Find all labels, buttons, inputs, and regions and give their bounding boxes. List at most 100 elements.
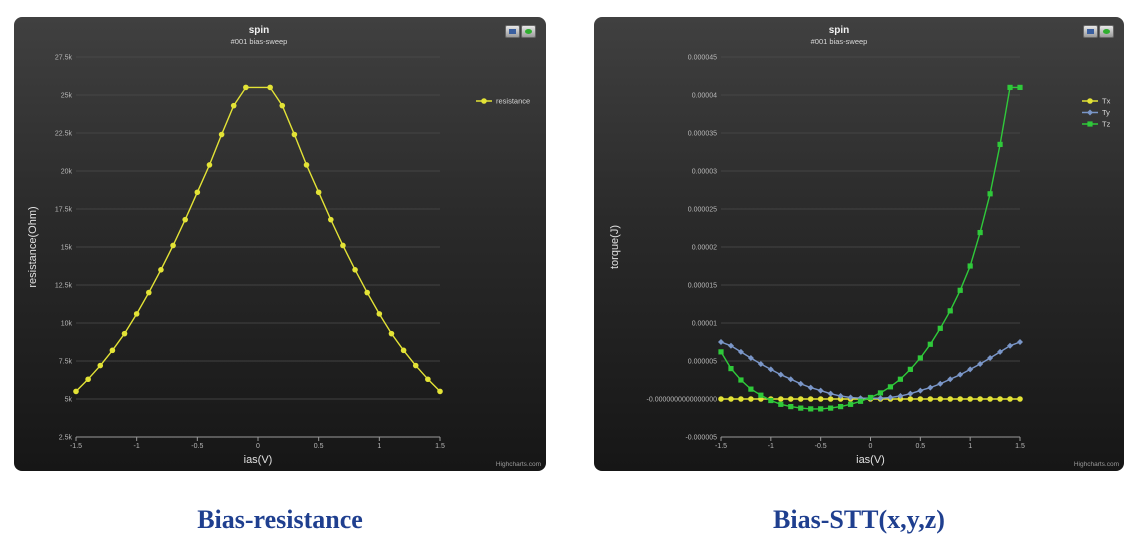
legend-label-Tx: Tx xyxy=(1102,97,1111,106)
data-point-resistance xyxy=(230,102,237,109)
data-point-Tx xyxy=(718,396,724,402)
x-tick-label: 0.5 xyxy=(314,443,324,450)
data-point-Tz xyxy=(897,376,903,382)
y-tick-label: 20k xyxy=(61,169,73,176)
x-tick-label: 0 xyxy=(256,443,260,450)
data-point-Tx xyxy=(797,396,804,402)
resistance-chart: spin#001 bias-sweep 2.5k 5k 7.5k 10k 12.5k 15k… xyxy=(27,25,541,468)
legend-marker-Ty xyxy=(1087,109,1093,116)
data-point-Ty xyxy=(937,380,944,387)
data-point-Tx xyxy=(817,396,824,402)
x-tick-label: -1.5 xyxy=(70,443,82,450)
y-tick-label: 15k xyxy=(61,245,73,252)
data-point-resistance xyxy=(146,289,152,296)
legend-marker-Tz xyxy=(1087,121,1093,127)
data-point-Tz xyxy=(927,341,933,347)
y-tick-label: -0.000005 xyxy=(685,435,717,442)
data-point-Tz xyxy=(1017,84,1023,90)
data-point-Tz xyxy=(778,401,784,407)
data-point-Ty xyxy=(927,384,934,391)
data-point-resistance xyxy=(303,162,310,168)
data-point-resistance xyxy=(340,242,346,249)
data-point-Ty xyxy=(967,366,974,373)
credits-label: Highcharts.com xyxy=(1074,461,1119,468)
data-point-Tz xyxy=(758,392,764,398)
data-point-Ty xyxy=(767,366,774,373)
data-point-Tx xyxy=(897,396,904,402)
y-tick-label: 0.000025 xyxy=(688,207,717,214)
data-point-Ty xyxy=(917,387,924,394)
data-point-Tz xyxy=(917,355,923,361)
legend-marker-Tx xyxy=(1087,98,1093,104)
y-tick-label: 0.00004 xyxy=(692,93,717,100)
data-point-Ty xyxy=(907,390,914,397)
data-point-Tz xyxy=(877,390,884,396)
data-point-Tz xyxy=(997,141,1003,147)
data-point-Tx xyxy=(837,396,844,402)
data-point-Tx xyxy=(957,396,963,402)
data-point-Ty xyxy=(1017,339,1023,345)
y-tick-label: 0.00003 xyxy=(692,169,717,176)
data-point-resistance xyxy=(388,330,395,337)
data-point-resistance xyxy=(291,131,298,138)
x-tick-label: 0 xyxy=(869,443,873,450)
x-tick-label: -1 xyxy=(768,443,774,450)
data-point-resistance xyxy=(133,311,140,317)
y-tick-label: 0.000005 xyxy=(688,359,717,366)
data-point-resistance xyxy=(194,189,201,196)
legend-label-Tz: Tz xyxy=(1102,120,1111,129)
export-icon[interactable] xyxy=(521,25,536,38)
data-point-Tx xyxy=(1017,396,1023,402)
data-point-Tz xyxy=(857,398,864,404)
y-tick-label: 0.000035 xyxy=(688,131,717,138)
data-point-Tx xyxy=(807,396,814,402)
data-point-resistance xyxy=(85,376,91,383)
data-point-resistance xyxy=(243,84,249,91)
data-point-Tz xyxy=(887,384,894,390)
data-point-Tz xyxy=(798,405,804,411)
data-point-Tx xyxy=(947,396,954,402)
torque-chart-panel: spin #001 bias-sweep -0.000005 -0.000000000… xyxy=(594,17,1124,471)
y-tick-label: 0.000015 xyxy=(688,283,717,290)
data-point-Tz xyxy=(1007,84,1013,90)
series-Ty xyxy=(718,339,1023,402)
data-point-Tx xyxy=(987,396,993,402)
data-point-Ty xyxy=(777,371,784,378)
chart-title: spin xyxy=(829,25,850,36)
data-point-Tz xyxy=(728,366,734,372)
credits-label: Highcharts.com xyxy=(496,461,541,468)
data-point-resistance xyxy=(376,311,383,317)
data-point-resistance xyxy=(170,242,176,249)
data-point-Tz xyxy=(808,406,814,412)
x-tick-label: -1 xyxy=(134,443,140,450)
x-axis-title: ias(V) xyxy=(244,454,273,466)
x-tick-label: -1.5 xyxy=(715,443,727,450)
data-point-Tz xyxy=(838,404,844,410)
data-point-resistance xyxy=(352,267,358,273)
caption-bias-resistance: Bias-resistance xyxy=(197,505,363,534)
data-point-Ty xyxy=(877,395,884,402)
y-tick-label: 5k xyxy=(65,397,73,404)
y-tick-label: 2.5k xyxy=(59,435,73,442)
y-tick-label: -0.0000000000000000 xyxy=(647,397,718,404)
data-point-Ty xyxy=(807,384,814,391)
data-point-Ty xyxy=(797,380,804,387)
data-point-Ty xyxy=(757,361,764,368)
data-point-Tx xyxy=(907,396,914,402)
data-point-resistance xyxy=(328,216,334,223)
data-point-Tx xyxy=(827,396,834,402)
chart-subtitle: #001 bias-sweep xyxy=(231,37,288,46)
data-point-Ty xyxy=(897,392,904,399)
series-Tz xyxy=(718,84,1023,412)
y-axis-title: resistance(Ohm) xyxy=(27,206,39,287)
data-point-Ty xyxy=(787,376,794,383)
data-point-Ty xyxy=(987,354,994,361)
data-point-Tz xyxy=(818,406,824,412)
data-point-Ty xyxy=(977,361,984,368)
print-icon[interactable] xyxy=(505,25,520,38)
y-tick-label: 0.00001 xyxy=(692,321,717,328)
print-icon[interactable] xyxy=(1083,25,1098,38)
export-icon[interactable] xyxy=(1099,25,1114,38)
y-tick-label: 10k xyxy=(61,321,73,328)
y-tick-label: 17.5k xyxy=(55,207,73,214)
